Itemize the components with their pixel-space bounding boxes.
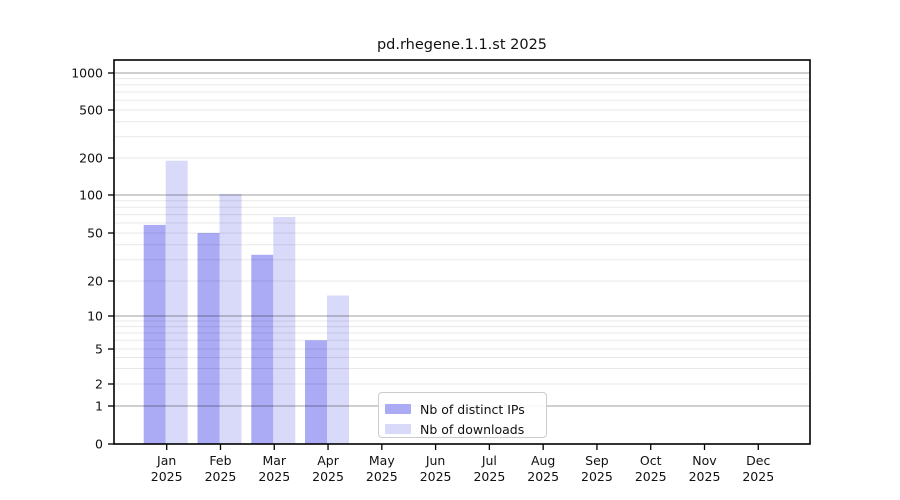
bar-distinct-ips-jan xyxy=(143,224,166,444)
x-tick-label-year: 2025 xyxy=(635,469,667,484)
x-tick-label-month: Jan xyxy=(156,453,176,468)
legend-entry-downloads: Nb of downloads xyxy=(385,419,546,439)
x-tick-label-month: Apr xyxy=(317,453,339,468)
y-tick-label: 200 xyxy=(79,151,103,166)
x-tick-label-year: 2025 xyxy=(689,469,721,484)
x-tick-label-year: 2025 xyxy=(258,469,290,484)
legend-label-downloads: Nb of downloads xyxy=(420,421,525,437)
x-tick-label-month: Jun xyxy=(425,453,446,468)
bar-downloads-jan xyxy=(165,160,188,444)
bar-distinct-ips-feb xyxy=(197,233,220,444)
y-tick-label: 20 xyxy=(87,274,103,289)
x-tick-label-year: 2025 xyxy=(527,469,559,484)
x-tick-label-year: 2025 xyxy=(473,469,505,484)
x-tick-label-month: Aug xyxy=(531,453,555,468)
y-tick-label: 5 xyxy=(95,342,103,357)
legend-label-distinct-ips: Nb of distinct IPs xyxy=(420,401,525,417)
x-tick-label-month: Nov xyxy=(692,453,717,468)
y-tick-label: 100 xyxy=(79,188,103,203)
x-tick-label-year: 2025 xyxy=(742,469,774,484)
bar-downloads-mar xyxy=(273,217,296,444)
x-tick-label-month: Sep xyxy=(585,453,609,468)
x-tick-label-month: Dec xyxy=(746,453,770,468)
x-tick-label-month: May xyxy=(369,453,395,468)
x-tick-label-year: 2025 xyxy=(151,469,183,484)
bar-distinct-ips-mar xyxy=(251,254,274,444)
legend: Nb of distinct IPs Nb of downloads xyxy=(378,392,547,438)
x-tick-label-year: 2025 xyxy=(420,469,452,484)
y-tick-label: 10 xyxy=(87,309,103,324)
axes-frame xyxy=(113,59,811,445)
x-tick-label-year: 2025 xyxy=(581,469,613,484)
bar-downloads-apr xyxy=(327,295,349,444)
x-tick-label-year: 2025 xyxy=(312,469,344,484)
y-tick-label: 2 xyxy=(95,377,103,392)
legend-entry-distinct-ips: Nb of distinct IPs xyxy=(385,399,546,419)
x-tick-label-month: Oct xyxy=(640,453,662,468)
y-tick-label: 0 xyxy=(95,437,103,452)
y-tick-label: 1000 xyxy=(71,66,103,81)
y-tick-label: 500 xyxy=(79,103,103,118)
x-tick-label-month: Mar xyxy=(262,453,286,468)
y-tick-label: 1 xyxy=(95,399,103,414)
legend-swatch-downloads xyxy=(385,424,411,434)
bar-downloads-feb xyxy=(219,193,242,444)
x-tick-label-year: 2025 xyxy=(366,469,398,484)
x-tick-label-month: Feb xyxy=(209,453,231,468)
x-tick-label-year: 2025 xyxy=(205,469,237,484)
y-tick-label: 50 xyxy=(87,226,103,241)
bar-distinct-ips-apr xyxy=(305,340,327,444)
legend-swatch-distinct-ips xyxy=(385,404,411,414)
x-tick-label-month: Jul xyxy=(481,453,497,468)
chart-title: pd.rhegene.1.1.st 2025 xyxy=(376,37,548,53)
